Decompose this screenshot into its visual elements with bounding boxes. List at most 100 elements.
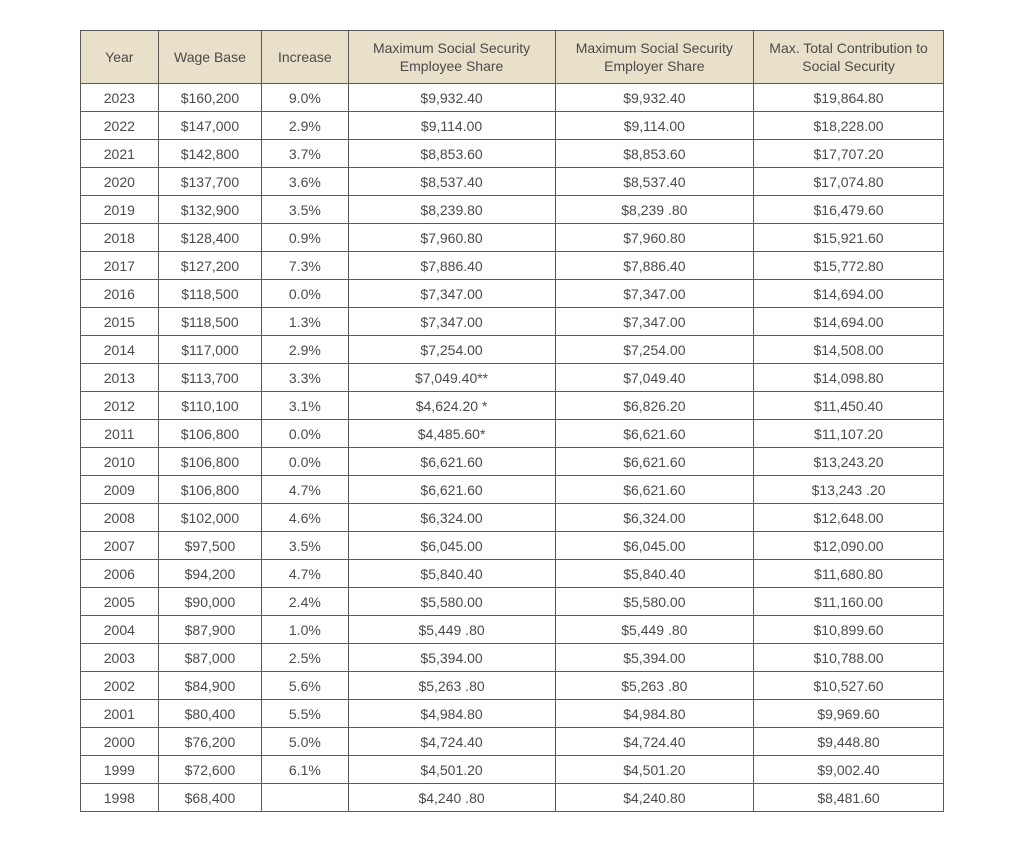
- table-cell: 2008: [81, 504, 159, 532]
- table-cell: 2009: [81, 476, 159, 504]
- table-cell: $11,107.20: [754, 420, 944, 448]
- table-row: 2022$147,0002.9%$9,114.00$9,114.00$18,22…: [81, 112, 944, 140]
- table-cell: 2005: [81, 588, 159, 616]
- table-cell: $9,932.40: [348, 84, 555, 112]
- table-row: 1998$68,400$4,240 .80$4,240.80$8,481.60: [81, 784, 944, 812]
- table-cell: $4,240 .80: [348, 784, 555, 812]
- table-cell: 2022: [81, 112, 159, 140]
- table-cell: $8,537.40: [555, 168, 753, 196]
- table-row: 2000$76,2005.0%$4,724.40$4,724.40$9,448.…: [81, 728, 944, 756]
- table-cell: 0.9%: [262, 224, 348, 252]
- table-cell: 6.1%: [262, 756, 348, 784]
- table-cell: 2.5%: [262, 644, 348, 672]
- table-row: 2017$127,2007.3%$7,886.40$7,886.40$15,77…: [81, 252, 944, 280]
- col-wage: Wage Base: [158, 31, 262, 84]
- table-cell: $7,347.00: [555, 280, 753, 308]
- table-cell: $9,448.80: [754, 728, 944, 756]
- table-cell: 0.0%: [262, 280, 348, 308]
- table-cell: $9,114.00: [555, 112, 753, 140]
- table-cell: $14,508.00: [754, 336, 944, 364]
- table-cell: $13,243 .20: [754, 476, 944, 504]
- table-cell: $12,648.00: [754, 504, 944, 532]
- table-row: 2009$106,8004.7%$6,621.60$6,621.60$13,24…: [81, 476, 944, 504]
- table-cell: 2014: [81, 336, 159, 364]
- table-row: 2004$87,9001.0%$5,449 .80$5,449 .80$10,8…: [81, 616, 944, 644]
- table-cell: 2.9%: [262, 336, 348, 364]
- table-cell: $15,772.80: [754, 252, 944, 280]
- table-cell: 2004: [81, 616, 159, 644]
- table-cell: 2000: [81, 728, 159, 756]
- table-row: 2001$80,4005.5%$4,984.80$4,984.80$9,969.…: [81, 700, 944, 728]
- table-cell: $127,200: [158, 252, 262, 280]
- table-cell: $7,960.80: [348, 224, 555, 252]
- table-cell: $5,580.00: [555, 588, 753, 616]
- table-cell: $118,500: [158, 308, 262, 336]
- table-cell: [262, 784, 348, 812]
- ss-wage-base-table: Year Wage Base Increase Maximum Social S…: [80, 30, 944, 812]
- table-cell: $17,707.20: [754, 140, 944, 168]
- table-row: 2003$87,0002.5%$5,394.00$5,394.00$10,788…: [81, 644, 944, 672]
- table-cell: $106,800: [158, 448, 262, 476]
- table-cell: $118,500: [158, 280, 262, 308]
- table-cell: $4,724.40: [348, 728, 555, 756]
- table-cell: $5,449 .80: [555, 616, 753, 644]
- table-row: 2015$118,5001.3%$7,347.00$7,347.00$14,69…: [81, 308, 944, 336]
- table-cell: 0.0%: [262, 448, 348, 476]
- table-cell: $11,160.00: [754, 588, 944, 616]
- table-cell: $9,002.40: [754, 756, 944, 784]
- table-cell: $13,243.20: [754, 448, 944, 476]
- table-cell: $110,100: [158, 392, 262, 420]
- col-total: Max. Total Contribution to Social Securi…: [754, 31, 944, 84]
- table-cell: $113,700: [158, 364, 262, 392]
- table-cell: $14,694.00: [754, 308, 944, 336]
- table-cell: $90,000: [158, 588, 262, 616]
- table-cell: 1998: [81, 784, 159, 812]
- table-cell: $80,400: [158, 700, 262, 728]
- table-cell: $128,400: [158, 224, 262, 252]
- table-cell: 4.6%: [262, 504, 348, 532]
- table-cell: $10,527.60: [754, 672, 944, 700]
- table-cell: $5,263 .80: [348, 672, 555, 700]
- table-cell: $102,000: [158, 504, 262, 532]
- table-cell: 3.1%: [262, 392, 348, 420]
- table-cell: 2006: [81, 560, 159, 588]
- table-cell: 4.7%: [262, 476, 348, 504]
- table-cell: $132,900: [158, 196, 262, 224]
- table-cell: 3.6%: [262, 168, 348, 196]
- table-cell: $87,000: [158, 644, 262, 672]
- table-cell: $8,239.80: [348, 196, 555, 224]
- table-cell: 2019: [81, 196, 159, 224]
- table-cell: $4,240.80: [555, 784, 753, 812]
- table-cell: 2007: [81, 532, 159, 560]
- table-cell: $4,984.80: [348, 700, 555, 728]
- table-cell: 2.4%: [262, 588, 348, 616]
- table-cell: $7,347.00: [348, 280, 555, 308]
- table-cell: $6,324.00: [555, 504, 753, 532]
- table-cell: 9.0%: [262, 84, 348, 112]
- table-cell: $84,900: [158, 672, 262, 700]
- table-cell: $6,826.20: [555, 392, 753, 420]
- table-cell: $6,324.00: [348, 504, 555, 532]
- table-cell: $68,400: [158, 784, 262, 812]
- table-cell: $5,449 .80: [348, 616, 555, 644]
- table-cell: $7,347.00: [555, 308, 753, 336]
- table-cell: $11,680.80: [754, 560, 944, 588]
- table-cell: $106,800: [158, 476, 262, 504]
- table-cell: 5.5%: [262, 700, 348, 728]
- table-cell: $8,239 .80: [555, 196, 753, 224]
- table-cell: $76,200: [158, 728, 262, 756]
- table-cell: 2023: [81, 84, 159, 112]
- table-cell: $6,045.00: [348, 532, 555, 560]
- table-cell: $8,537.40: [348, 168, 555, 196]
- table-cell: 2015: [81, 308, 159, 336]
- table-cell: $137,700: [158, 168, 262, 196]
- table-row: 2013$113,7003.3%$7,049.40**$7,049.40$14,…: [81, 364, 944, 392]
- table-cell: $6,045.00: [555, 532, 753, 560]
- table-row: 2005$90,0002.4%$5,580.00$5,580.00$11,160…: [81, 588, 944, 616]
- table-cell: $16,479.60: [754, 196, 944, 224]
- table-cell: $6,621.60: [348, 448, 555, 476]
- table-cell: $6,621.60: [555, 448, 753, 476]
- table-cell: 1999: [81, 756, 159, 784]
- table-cell: 1.0%: [262, 616, 348, 644]
- col-year: Year: [81, 31, 159, 84]
